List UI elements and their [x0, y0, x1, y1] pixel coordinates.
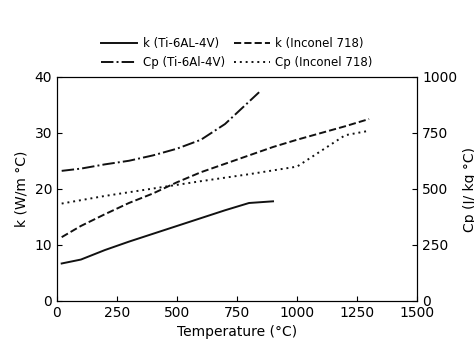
X-axis label: Temperature (°C): Temperature (°C) [177, 326, 297, 340]
Legend: k (Ti-6AL-4V), Cp (Ti-6Al-4V), k (Inconel 718), Cp (Inconel 718): k (Ti-6AL-4V), Cp (Ti-6Al-4V), k (Incone… [101, 37, 373, 69]
Y-axis label: k (W/m °C): k (W/m °C) [15, 151, 29, 227]
Y-axis label: Cp (J/ kg °C): Cp (J/ kg °C) [463, 147, 474, 231]
